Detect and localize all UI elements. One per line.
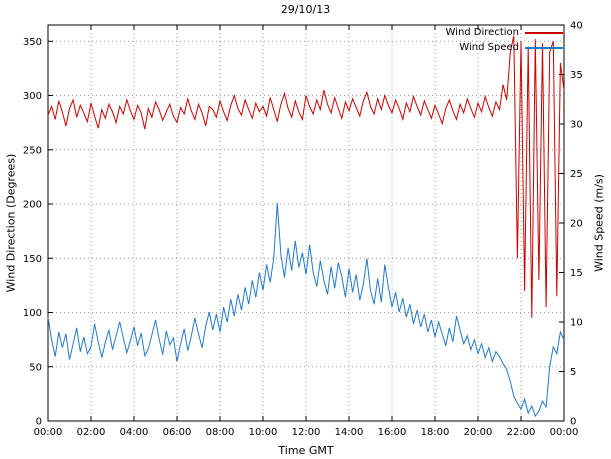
- svg-text:18:00: 18:00: [421, 427, 450, 438]
- svg-text:04:00: 04:00: [120, 427, 149, 438]
- svg-text:50: 50: [29, 362, 42, 373]
- x-axis-label: Time GMT: [278, 444, 334, 457]
- legend: Wind Direction Wind Speed: [445, 26, 563, 54]
- y2-axis-label: Wind Speed (m/s): [592, 174, 606, 272]
- svg-text:02:00: 02:00: [77, 427, 106, 438]
- svg-text:35: 35: [570, 70, 583, 81]
- svg-text:200: 200: [23, 200, 42, 211]
- svg-text:20: 20: [570, 219, 583, 230]
- svg-text:22:00: 22:00: [507, 427, 536, 438]
- svg-text:30: 30: [570, 120, 583, 131]
- legend-line-sample-wind-direction: [525, 31, 563, 34]
- svg-text:00:00: 00:00: [34, 427, 63, 438]
- svg-text:5: 5: [570, 367, 576, 378]
- svg-text:15: 15: [570, 268, 583, 279]
- svg-text:150: 150: [23, 254, 42, 265]
- svg-text:0: 0: [36, 417, 42, 428]
- svg-text:00:00: 00:00: [550, 427, 579, 438]
- legend-item-wind-direction: Wind Direction: [445, 26, 563, 39]
- svg-text:06:00: 06:00: [163, 427, 192, 438]
- svg-text:100: 100: [23, 308, 42, 319]
- legend-item-wind-speed: Wind Speed: [446, 41, 563, 54]
- svg-text:10: 10: [570, 318, 583, 329]
- svg-text:08:00: 08:00: [206, 427, 235, 438]
- svg-text:250: 250: [23, 145, 42, 156]
- y-axis-label: Wind Direction (Degrees): [4, 153, 18, 293]
- svg-text:16:00: 16:00: [378, 427, 407, 438]
- svg-text:350: 350: [23, 37, 42, 48]
- svg-text:0: 0: [570, 417, 576, 428]
- chart-title: 29/10/13: [280, 3, 331, 16]
- legend-line-sample-wind-speed: [525, 46, 563, 49]
- svg-text:40: 40: [570, 21, 583, 32]
- svg-text:12:00: 12:00: [292, 427, 321, 438]
- svg-text:300: 300: [23, 91, 42, 102]
- svg-text:25: 25: [570, 169, 583, 180]
- svg-text:20:00: 20:00: [464, 427, 493, 438]
- legend-label-wind-speed: Wind Speed: [459, 42, 519, 53]
- svg-text:10:00: 10:00: [249, 427, 278, 438]
- svg-text:14:00: 14:00: [335, 427, 364, 438]
- legend-label-wind-direction: Wind Direction: [445, 27, 520, 38]
